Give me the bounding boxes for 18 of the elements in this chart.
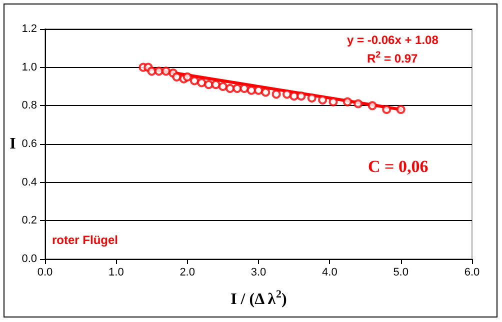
y-tick-label: 0.2 — [22, 214, 37, 227]
annotation: C = 0,06 — [368, 157, 428, 176]
x-tick-label: 1.0 — [108, 266, 124, 278]
x-tick-label: 0.0 — [37, 266, 53, 278]
x-tick-label: 2.0 — [180, 266, 195, 278]
y-tick-label: 1.2 — [22, 23, 37, 35]
annotation: roter Flügel — [52, 233, 118, 247]
y-tick-label: 0.8 — [22, 100, 37, 112]
y-tick-label: 1.0 — [22, 61, 37, 74]
y-tick-label: 0.6 — [22, 138, 37, 150]
y-tick-label: 0.4 — [22, 176, 37, 188]
x-tick-label: 3.0 — [250, 266, 266, 278]
annotation: y = -0.06x + 1.08 — [347, 33, 439, 47]
x-tick-label: 4.0 — [322, 266, 338, 278]
y-axis-title: I — [10, 136, 16, 152]
x-tick-label: 5.0 — [393, 266, 408, 278]
x-tick-label: 6.0 — [464, 266, 480, 278]
y-tick-label: 0.0 — [22, 253, 37, 265]
